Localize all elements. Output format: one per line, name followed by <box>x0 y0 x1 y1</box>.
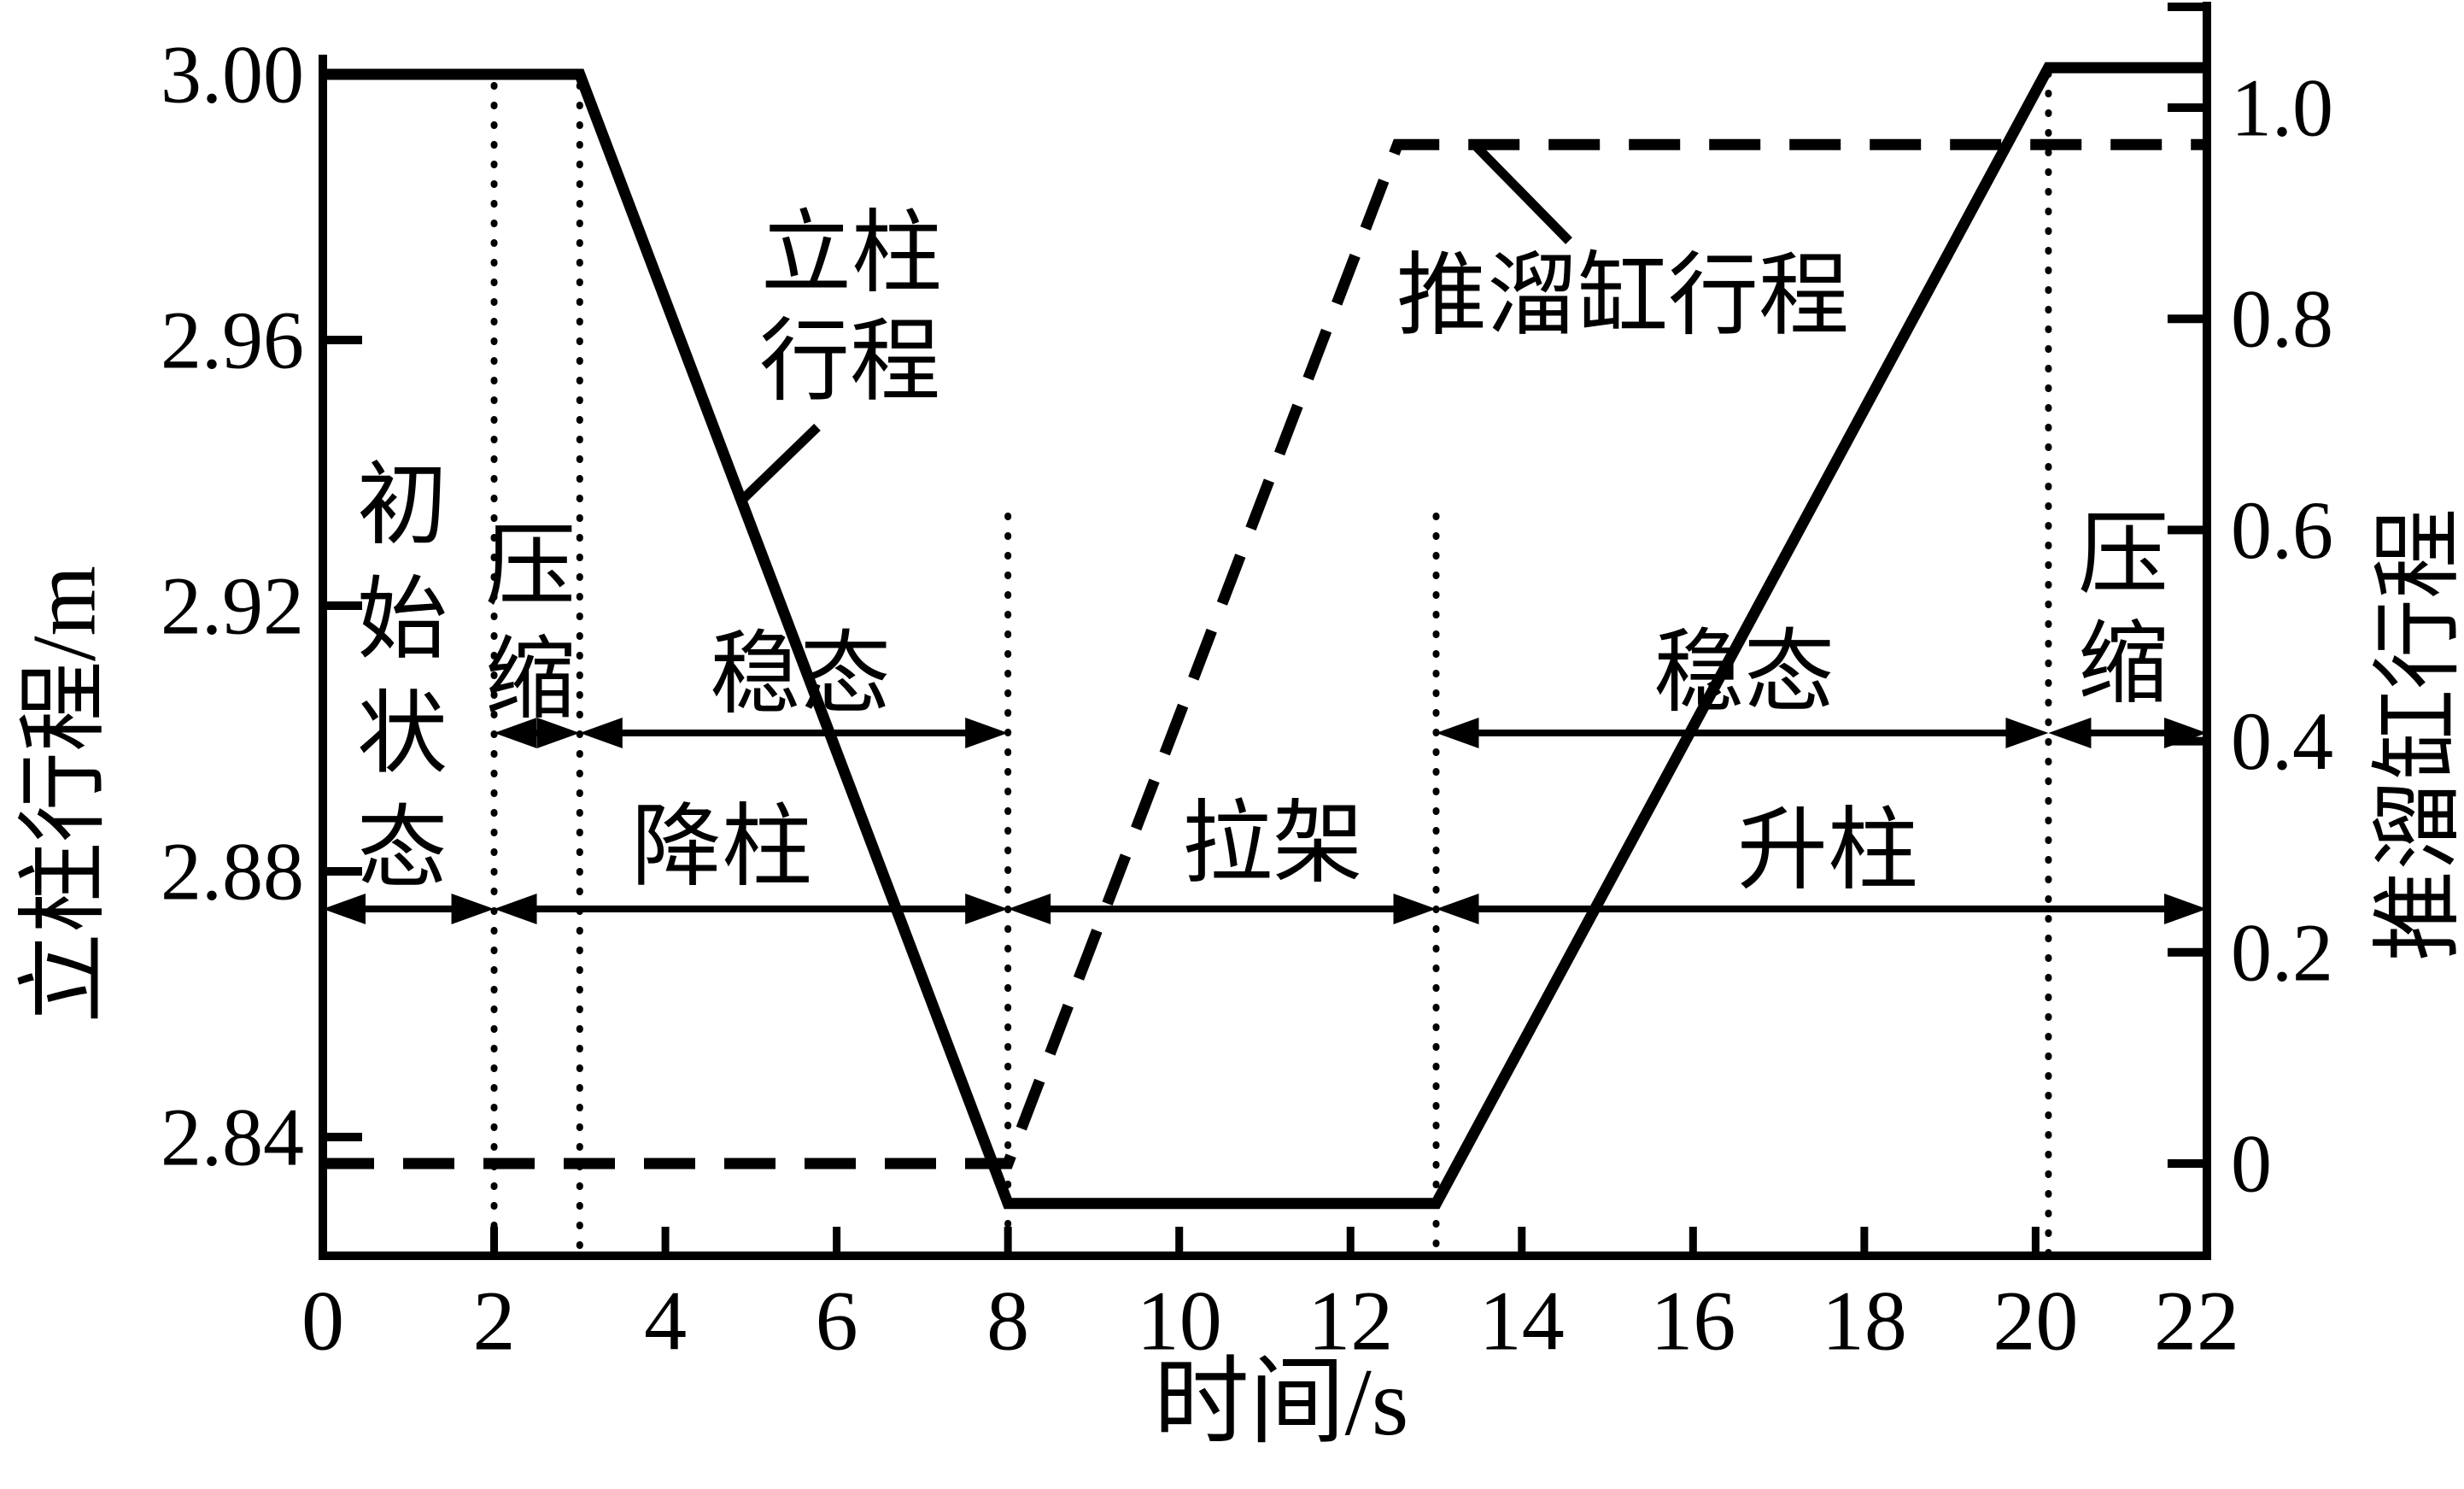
right-axis-tick-label: 0.2 <box>2231 906 2333 998</box>
phase-span-arrow-lower-right-head <box>1393 894 1437 924</box>
left-axis-tick-label: 2.84 <box>161 1092 304 1183</box>
x-axis-tick-label: 0 <box>301 1274 344 1369</box>
phase-span-arrow-lower-left-head <box>1436 894 1479 924</box>
phase-span-arrow-upper-left-head <box>579 718 623 748</box>
pusher-cylinder-stroke-curve <box>323 138 2207 1170</box>
phase-span-arrow-upper-left-head <box>494 718 537 748</box>
phase-span-arrow-lower-left-head <box>494 894 537 924</box>
phase-span-arrow-lower-right-head <box>2163 894 2207 924</box>
x-axis-tick-label: 8 <box>986 1274 1029 1369</box>
phase-span-arrow-upper-right-head <box>2163 718 2207 748</box>
pusher-cylinder-leader-line <box>1473 144 1572 244</box>
phase-span-arrow-lower-left-head <box>1008 894 1051 924</box>
phase-span-arrow-upper-left-head <box>2048 718 2092 748</box>
phase-label-char: 初 <box>357 456 448 556</box>
phase-label: 降柱 <box>631 798 812 898</box>
column-stroke-leader-line <box>736 424 821 506</box>
phase-label: 升柱 <box>1737 801 1918 901</box>
phase-span-arrow-upper-right-head <box>536 718 580 748</box>
phase-label-char: 缩 <box>485 630 576 730</box>
phase-label: 稳态 <box>1653 624 1835 724</box>
pusher-cylinder-curve-label: 推溜缸行程 <box>1396 247 1849 347</box>
x-axis-tick-label: 12 <box>1308 1274 1393 1369</box>
phase-label-char: 压 <box>485 518 576 618</box>
phase-span-arrow-upper-right-head <box>965 718 1009 748</box>
left-axis-tick-label: 2.88 <box>161 826 304 917</box>
left-axis-tick-label: 2.92 <box>161 560 304 652</box>
column-stroke-curve-label: 行程 <box>759 313 940 413</box>
phase-span-arrow-upper-left-head <box>1436 718 1479 748</box>
left-axis-title: 立柱行程/m <box>15 566 114 1023</box>
x-axis-title: 时间/s <box>1154 1350 1409 1456</box>
phase-span-arrow-lower-right-head <box>451 894 495 924</box>
x-axis-tick-label: 16 <box>1650 1274 1735 1369</box>
phase-label-char: 压 <box>2078 506 2168 606</box>
x-axis-tick-label: 10 <box>1137 1274 1222 1369</box>
column-stroke-curve <box>323 62 2207 1210</box>
phase-label-char: 态 <box>357 800 448 900</box>
column-stroke-curve-label: 立柱 <box>761 204 942 304</box>
right-axis-title: 推溜缸行程 <box>2369 508 2464 961</box>
right-axis-tick-label: 0 <box>2231 1118 2272 1210</box>
right-axis-tick-label: 1.0 <box>2231 62 2333 154</box>
left-axis-tick-label: 2.96 <box>161 295 304 386</box>
phase-label: 拉架 <box>1182 794 1363 894</box>
phase-span-arrow-upper-right-head <box>2005 718 2049 748</box>
right-axis-tick-label: 0.8 <box>2231 273 2333 365</box>
x-axis-tick-label: 6 <box>816 1274 858 1369</box>
x-axis-tick-label: 22 <box>2154 1274 2239 1369</box>
x-axis-tick-label: 14 <box>1479 1274 1565 1369</box>
x-axis-tick-label: 4 <box>644 1274 687 1369</box>
x-axis-tick-label: 2 <box>473 1274 516 1369</box>
right-axis-tick-label: 0.6 <box>2231 484 2333 576</box>
left-axis-tick-label: 3.00 <box>161 29 304 120</box>
phase-label-char: 状 <box>357 685 448 785</box>
phase-label-char: 始 <box>357 571 448 671</box>
x-axis-tick-label: 18 <box>1822 1274 1907 1369</box>
phase-span-arrow-lower-left-head <box>323 894 366 924</box>
phase-span-arrow-lower-right-head <box>965 894 1009 924</box>
x-axis-tick-label: 20 <box>1993 1274 2078 1369</box>
phase-label: 稳态 <box>710 625 891 725</box>
right-axis-tick-label: 0.4 <box>2231 695 2333 787</box>
phase-label-char: 缩 <box>2078 615 2168 715</box>
